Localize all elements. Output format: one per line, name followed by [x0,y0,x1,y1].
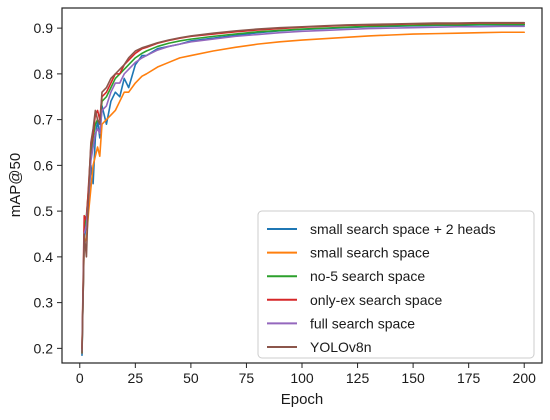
legend-label: small search space [310,245,430,261]
x-tick-label: 75 [239,370,255,386]
y-tick-label: 0.8 [34,66,54,82]
x-tick-label: 125 [346,370,370,386]
series-line-5 [81,25,526,352]
legend-label: no-5 search space [310,268,425,284]
y-tick-label: 0.4 [34,249,54,265]
series-layer [81,21,526,357]
x-tick-label: 50 [183,370,199,386]
x-tick-label: 25 [128,370,144,386]
legend-items: small search space + 2 heads small search… [267,221,496,355]
x-tick-label: 175 [457,370,481,386]
y-tick-label: 0.3 [34,295,54,311]
legend-label: full search space [310,315,415,331]
y-tick-label: 0.6 [34,157,54,173]
x-tick-label: 200 [513,370,537,386]
y-tick-label: 0.7 [34,112,54,128]
x-axis-label: Epoch [281,391,324,408]
y-tick-label: 0.9 [34,20,54,36]
x-tick-label: 100 [290,370,314,386]
legend-label: YOLOv8n [310,339,371,355]
series-line-6 [81,21,526,354]
x-axis: 0 25 50 75 100 125 150 175 200 [76,363,536,386]
series-line-2 [81,31,526,350]
legend-box [257,210,535,359]
legend: small search space + 2 heads small search… [257,210,535,359]
x-tick-label: 150 [401,370,425,386]
legend-label: only-ex search space [310,292,443,308]
series-line-3 [81,23,526,354]
y-tick-label: 0.2 [34,340,54,356]
legend-label: small search space + 2 heads [310,221,496,237]
y-axis-label: mAP@50 [7,153,24,217]
y-axis: 0.2 0.3 0.4 0.5 0.6 0.7 0.8 0.9 [34,20,62,356]
x-tick-label: 0 [76,370,84,386]
y-tick-label: 0.5 [34,203,54,219]
